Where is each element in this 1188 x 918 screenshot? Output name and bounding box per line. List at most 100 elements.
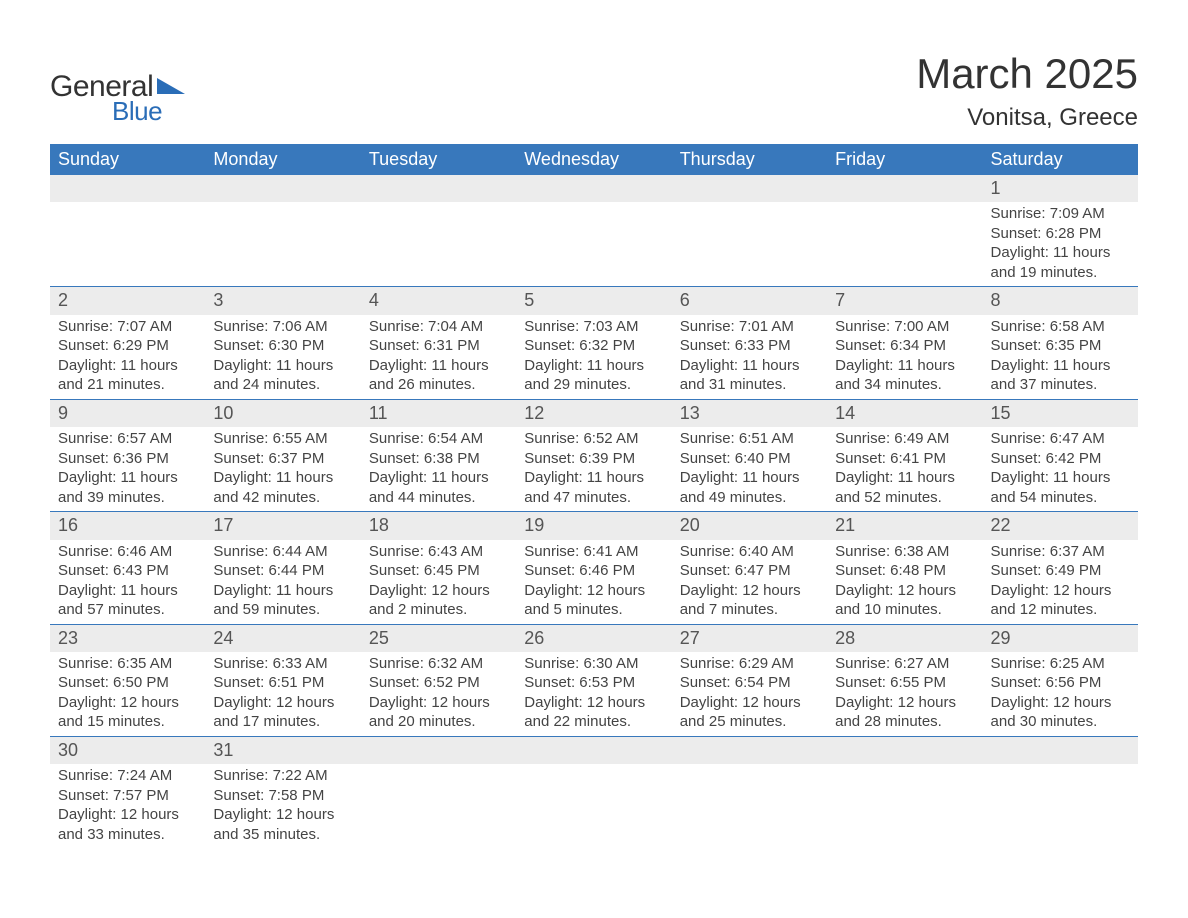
- sunset-text: Sunset: 6:52 PM: [369, 673, 508, 693]
- daylight-text: Daylight: 11 hours and 21 minutes.: [58, 356, 197, 395]
- sunset-text: Sunset: 6:55 PM: [835, 673, 974, 693]
- day-data: Sunrise: 7:09 AMSunset: 6:28 PMDaylight:…: [983, 202, 1138, 286]
- day-number: 1: [983, 175, 1138, 202]
- daylight-text: Daylight: 12 hours and 12 minutes.: [991, 581, 1130, 620]
- daylight-text: Daylight: 11 hours and 24 minutes.: [213, 356, 352, 395]
- day-data: Sunrise: 6:37 AMSunset: 6:49 PMDaylight:…: [983, 540, 1138, 624]
- day-number: 4: [361, 286, 516, 314]
- week-daynum-row: 1: [50, 175, 1138, 202]
- sunset-text: Sunset: 7:57 PM: [58, 786, 197, 806]
- day-data: Sunrise: 7:07 AMSunset: 6:29 PMDaylight:…: [50, 315, 205, 399]
- day-number: 9: [50, 399, 205, 427]
- day-data: Sunrise: 7:22 AMSunset: 7:58 PMDaylight:…: [205, 764, 360, 848]
- sunrise-text: Sunrise: 7:24 AM: [58, 766, 197, 786]
- daylight-text: Daylight: 11 hours and 42 minutes.: [213, 468, 352, 507]
- day-data: Sunrise: 6:46 AMSunset: 6:43 PMDaylight:…: [50, 540, 205, 624]
- day-data: Sunrise: 6:33 AMSunset: 6:51 PMDaylight:…: [205, 652, 360, 736]
- calendar-body: 1 Sunrise: 7:09 AMSunset: 6:28 PMDayligh…: [50, 175, 1138, 848]
- day-data: [516, 764, 671, 790]
- day-data: [672, 764, 827, 790]
- daylight-text: Daylight: 11 hours and 49 minutes.: [680, 468, 819, 507]
- daylight-text: Daylight: 11 hours and 39 minutes.: [58, 468, 197, 507]
- weekday-header: Thursday: [672, 144, 827, 175]
- week-daynum-row: 9101112131415: [50, 399, 1138, 427]
- sunset-text: Sunset: 6:36 PM: [58, 449, 197, 469]
- sunset-text: Sunset: 6:29 PM: [58, 336, 197, 356]
- sunrise-text: Sunrise: 7:04 AM: [369, 317, 508, 337]
- daylight-text: Daylight: 11 hours and 29 minutes.: [524, 356, 663, 395]
- sunset-text: Sunset: 6:32 PM: [524, 336, 663, 356]
- sunrise-text: Sunrise: 6:52 AM: [524, 429, 663, 449]
- empty-day: [361, 175, 516, 202]
- week-daydata-row: Sunrise: 6:57 AMSunset: 6:36 PMDaylight:…: [50, 427, 1138, 511]
- weekday-header: Friday: [827, 144, 982, 175]
- sunset-text: Sunset: 6:31 PM: [369, 336, 508, 356]
- empty-day: [516, 175, 671, 202]
- day-number: 21: [827, 511, 982, 539]
- day-data: Sunrise: 6:51 AMSunset: 6:40 PMDaylight:…: [672, 427, 827, 511]
- day-data: Sunrise: 6:55 AMSunset: 6:37 PMDaylight:…: [205, 427, 360, 511]
- daylight-text: Daylight: 12 hours and 25 minutes.: [680, 693, 819, 732]
- empty-day: [827, 175, 982, 202]
- sunrise-text: Sunrise: 6:38 AM: [835, 542, 974, 562]
- day-number: 7: [827, 286, 982, 314]
- page-title: March 2025: [916, 50, 1138, 98]
- sunset-text: Sunset: 6:38 PM: [369, 449, 508, 469]
- day-data: Sunrise: 7:03 AMSunset: 6:32 PMDaylight:…: [516, 315, 671, 399]
- day-data: Sunrise: 6:57 AMSunset: 6:36 PMDaylight:…: [50, 427, 205, 511]
- sunrise-text: Sunrise: 6:41 AM: [524, 542, 663, 562]
- sunset-text: Sunset: 6:37 PM: [213, 449, 352, 469]
- day-number: 25: [361, 624, 516, 652]
- day-number: 14: [827, 399, 982, 427]
- sunset-text: Sunset: 6:45 PM: [369, 561, 508, 581]
- day-number: 27: [672, 624, 827, 652]
- weekday-header: Wednesday: [516, 144, 671, 175]
- day-number: 11: [361, 399, 516, 427]
- day-number: 6: [672, 286, 827, 314]
- daylight-text: Daylight: 12 hours and 20 minutes.: [369, 693, 508, 732]
- day-number: 2: [50, 286, 205, 314]
- sunrise-text: Sunrise: 6:49 AM: [835, 429, 974, 449]
- daylight-text: Daylight: 11 hours and 59 minutes.: [213, 581, 352, 620]
- day-data: [361, 764, 516, 790]
- sunrise-text: Sunrise: 6:43 AM: [369, 542, 508, 562]
- daylight-text: Daylight: 12 hours and 33 minutes.: [58, 805, 197, 844]
- day-number: 17: [205, 511, 360, 539]
- day-data: Sunrise: 7:04 AMSunset: 6:31 PMDaylight:…: [361, 315, 516, 399]
- empty-day: [50, 175, 205, 202]
- day-data: Sunrise: 6:41 AMSunset: 6:46 PMDaylight:…: [516, 540, 671, 624]
- day-data: Sunrise: 6:35 AMSunset: 6:50 PMDaylight:…: [50, 652, 205, 736]
- sunrise-text: Sunrise: 7:01 AM: [680, 317, 819, 337]
- sunrise-text: Sunrise: 6:32 AM: [369, 654, 508, 674]
- day-data: Sunrise: 6:32 AMSunset: 6:52 PMDaylight:…: [361, 652, 516, 736]
- sunset-text: Sunset: 6:30 PM: [213, 336, 352, 356]
- empty-day: [983, 736, 1138, 764]
- day-data: Sunrise: 6:29 AMSunset: 6:54 PMDaylight:…: [672, 652, 827, 736]
- daylight-text: Daylight: 12 hours and 17 minutes.: [213, 693, 352, 732]
- daylight-text: Daylight: 12 hours and 28 minutes.: [835, 693, 974, 732]
- week-daydata-row: Sunrise: 7:07 AMSunset: 6:29 PMDaylight:…: [50, 315, 1138, 399]
- sunset-text: Sunset: 6:43 PM: [58, 561, 197, 581]
- day-number: 19: [516, 511, 671, 539]
- sunrise-text: Sunrise: 6:25 AM: [991, 654, 1130, 674]
- daylight-text: Daylight: 12 hours and 30 minutes.: [991, 693, 1130, 732]
- location-label: Vonitsa, Greece: [916, 104, 1138, 132]
- empty-day: [672, 175, 827, 202]
- week-daydata-row: Sunrise: 6:35 AMSunset: 6:50 PMDaylight:…: [50, 652, 1138, 736]
- sunrise-text: Sunrise: 7:03 AM: [524, 317, 663, 337]
- day-number: 29: [983, 624, 1138, 652]
- day-number: 3: [205, 286, 360, 314]
- day-number: 28: [827, 624, 982, 652]
- week-daynum-row: 16171819202122: [50, 511, 1138, 539]
- day-number: 10: [205, 399, 360, 427]
- day-data: Sunrise: 6:43 AMSunset: 6:45 PMDaylight:…: [361, 540, 516, 624]
- daylight-text: Daylight: 12 hours and 15 minutes.: [58, 693, 197, 732]
- logo: General Blue: [50, 70, 185, 127]
- sunset-text: Sunset: 6:51 PM: [213, 673, 352, 693]
- sunrise-text: Sunrise: 7:22 AM: [213, 766, 352, 786]
- week-daydata-row: Sunrise: 7:09 AMSunset: 6:28 PMDaylight:…: [50, 202, 1138, 286]
- day-number: 23: [50, 624, 205, 652]
- sunset-text: Sunset: 6:53 PM: [524, 673, 663, 693]
- week-daydata-row: Sunrise: 6:46 AMSunset: 6:43 PMDaylight:…: [50, 540, 1138, 624]
- sunset-text: Sunset: 6:44 PM: [213, 561, 352, 581]
